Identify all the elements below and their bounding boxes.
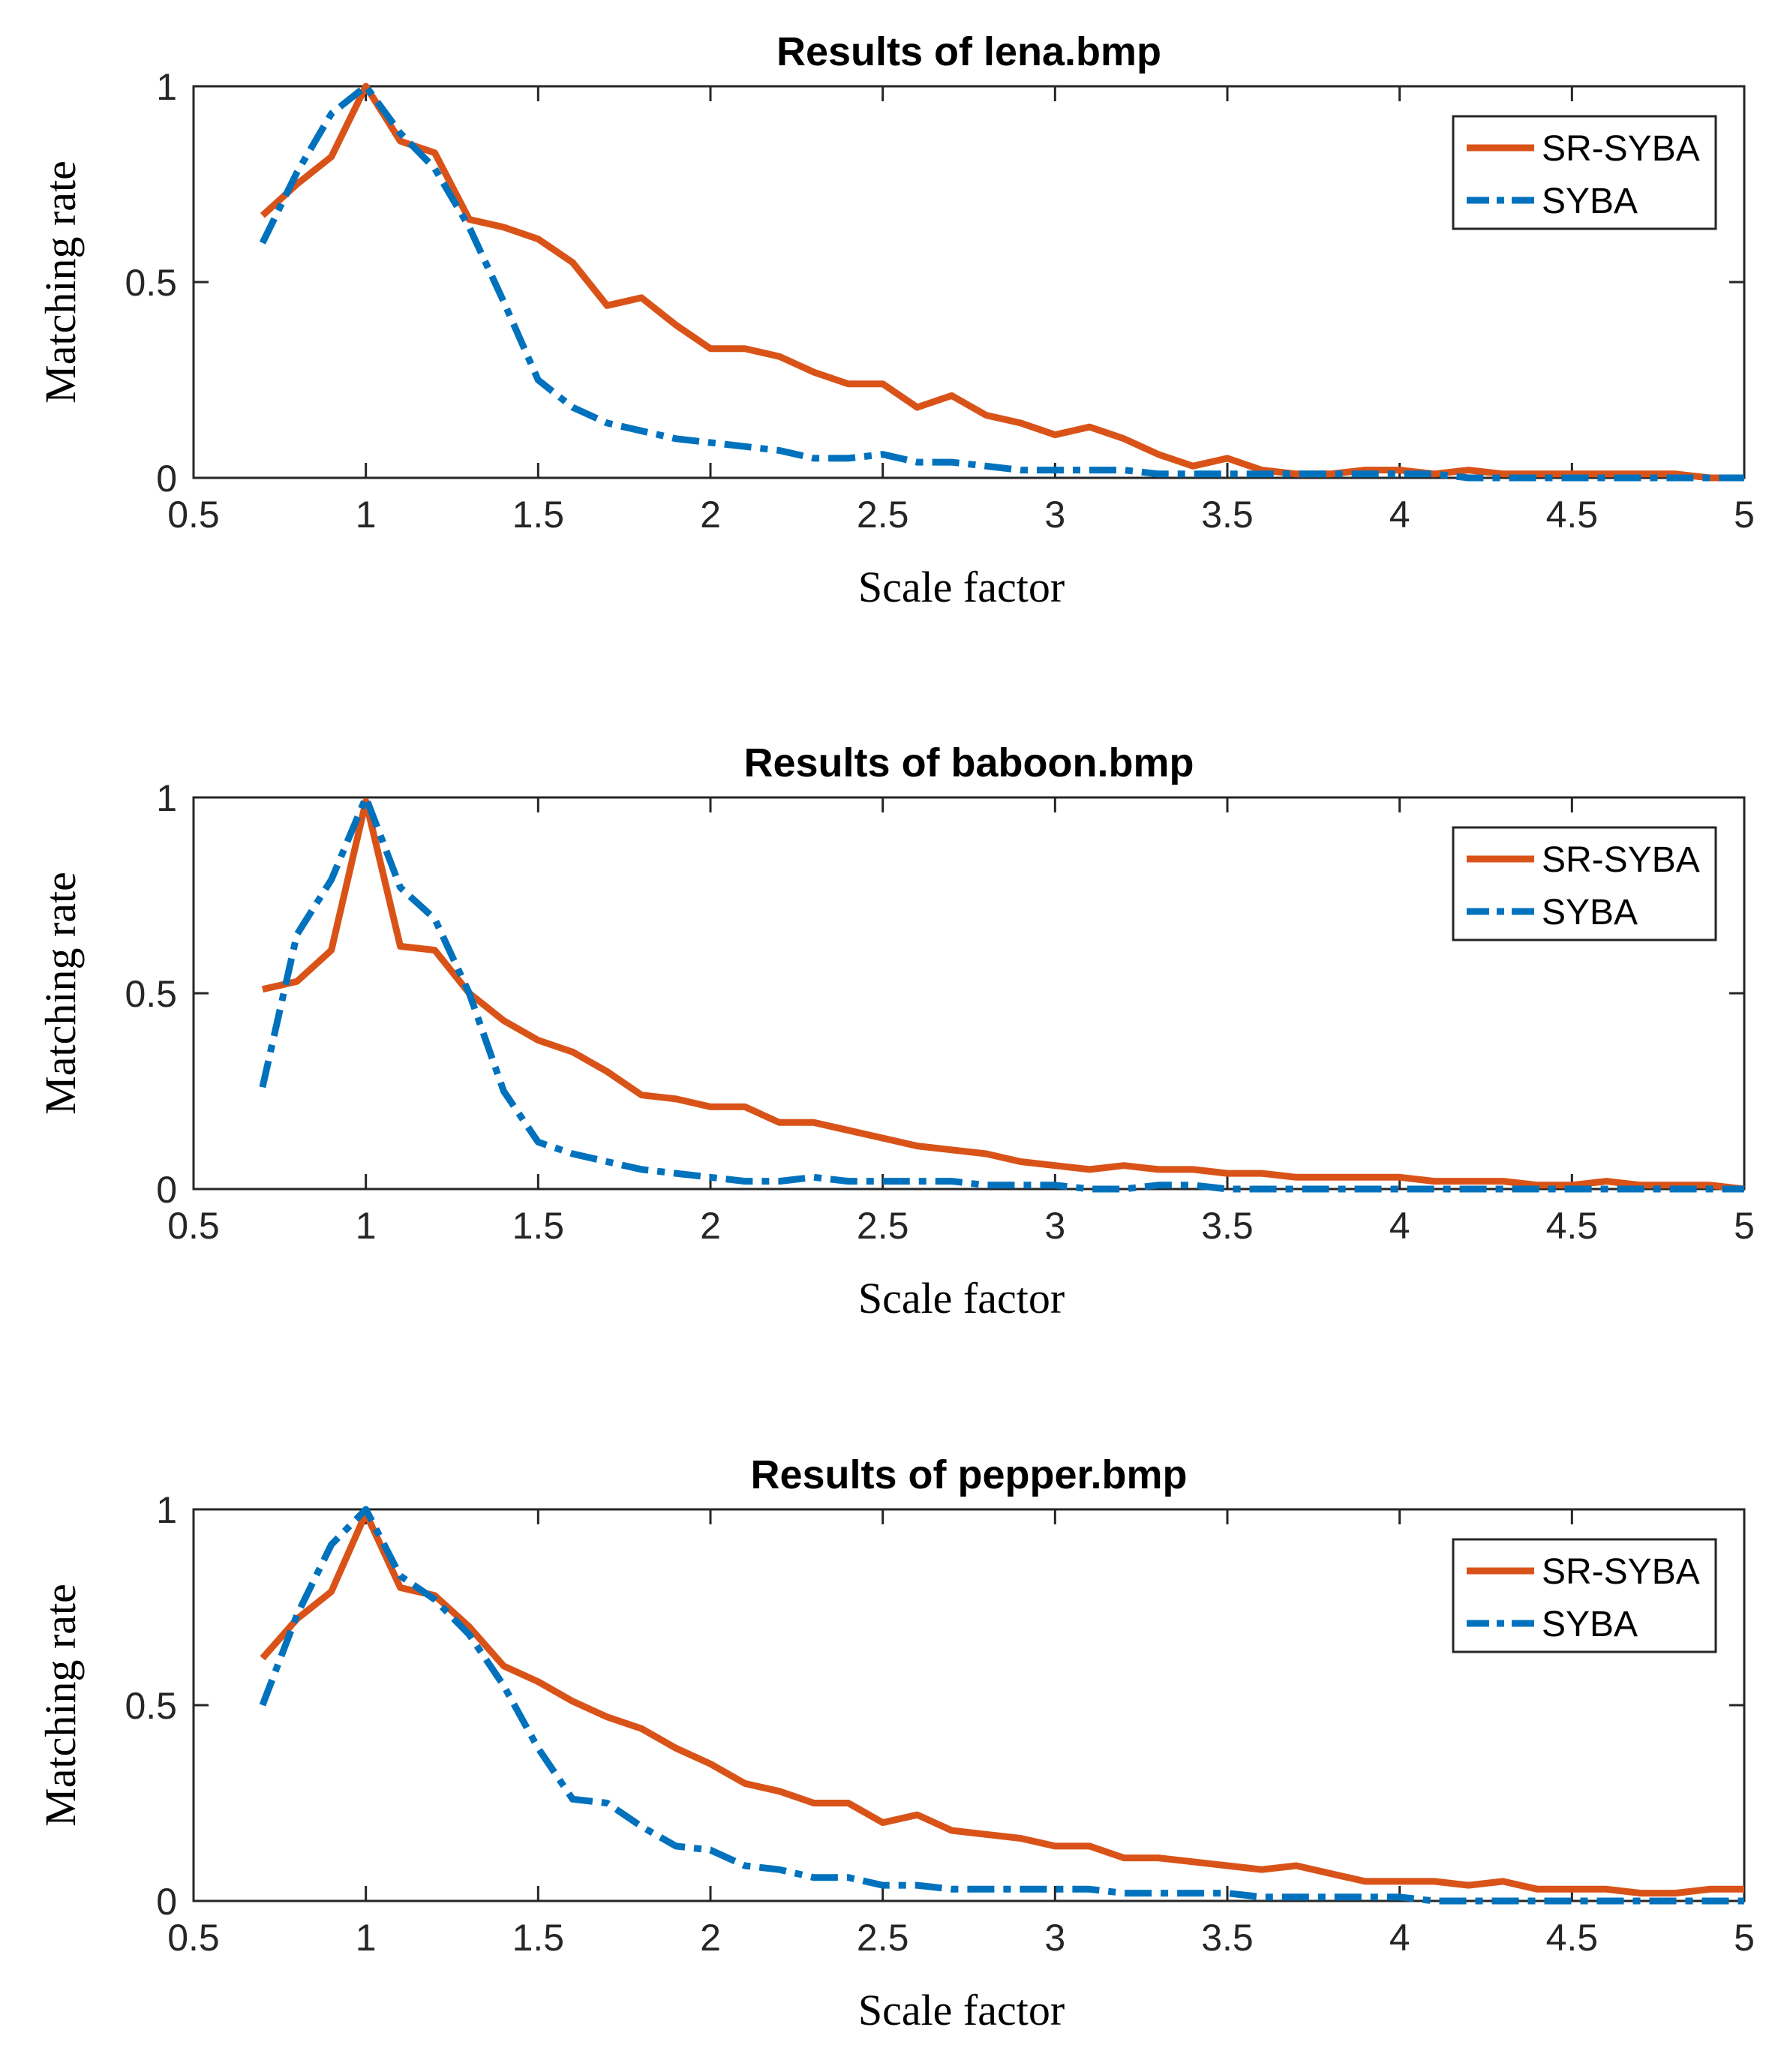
x-tick-label: 1.5 <box>512 494 565 536</box>
x-tick-label: 3.5 <box>1201 494 1254 536</box>
x-tick-label: 0.5 <box>167 1917 220 1959</box>
sr-syba-series-line <box>260 1509 1744 1897</box>
y-axis-label: Matching rate <box>36 1584 85 1827</box>
sr-syba-series-line <box>261 797 1745 1193</box>
y-tick-label: 0 <box>156 1881 177 1923</box>
sr-syba-series-line <box>260 83 1744 482</box>
legend-label: SR-SYBA <box>1542 129 1700 169</box>
y-tick-label: 0.5 <box>125 973 177 1015</box>
legend-label: SYBA <box>1542 182 1638 221</box>
legend-box <box>1452 826 1717 941</box>
syba-series-line <box>259 794 1744 1193</box>
chart-title: Results of lena.bmp <box>776 29 1161 74</box>
x-tick-label: 3.5 <box>1201 1917 1254 1959</box>
x-tick-label: 4 <box>1389 1917 1410 1959</box>
y-tick-label: 0 <box>156 1169 177 1211</box>
syba-series-line <box>259 1506 1744 1905</box>
x-tick-label: 0.5 <box>167 1205 220 1247</box>
legend-box <box>1452 115 1717 230</box>
x-tick-label: 2 <box>700 1205 721 1247</box>
x-tick-label: 5 <box>1734 1917 1755 1959</box>
x-tick-label: 3.5 <box>1201 1205 1254 1247</box>
x-tick-label: 4.5 <box>1546 1205 1599 1247</box>
x-tick-label: 3 <box>1044 1917 1065 1959</box>
x-tick-label: 1 <box>356 1205 377 1247</box>
x-tick-label: 5 <box>1734 494 1755 536</box>
legend-label: SR-SYBA <box>1542 1552 1700 1592</box>
x-tick-label: 1.5 <box>512 1205 565 1247</box>
chart-title: Results of pepper.bmp <box>750 1452 1187 1497</box>
x-tick-label: 4.5 <box>1546 1917 1599 1959</box>
syba-series-line <box>259 83 1744 482</box>
x-tick-label: 2.5 <box>857 494 909 536</box>
legend-label: SR-SYBA <box>1542 840 1700 880</box>
y-axis-label: Matching rate <box>36 872 85 1115</box>
y-tick-label: 1 <box>156 66 177 108</box>
legend-label: SYBA <box>1542 893 1638 932</box>
legend-box <box>1452 1538 1717 1653</box>
y-tick-label: 0 <box>156 458 177 500</box>
y-tick-label: 1 <box>156 777 177 819</box>
x-tick-label: 2.5 <box>857 1917 909 1959</box>
legend: SR-SYBA SYBA <box>1452 115 1717 230</box>
x-tick-label: 5 <box>1734 1205 1755 1247</box>
x-tick-label: 0.5 <box>167 494 220 536</box>
y-tick-label: 1 <box>156 1489 177 1531</box>
x-tick-label: 1 <box>356 1917 377 1959</box>
x-tick-label: 1.5 <box>512 1917 565 1959</box>
y-tick-label: 0.5 <box>125 262 177 304</box>
x-axis-label: Scale factor <box>858 563 1065 611</box>
x-tick-label: 2 <box>700 494 721 536</box>
x-tick-label: 2.5 <box>857 1205 909 1247</box>
x-axis-label: Scale factor <box>858 1986 1065 2034</box>
legend-label: SYBA <box>1542 1605 1638 1644</box>
legend: SR-SYBA SYBA <box>1452 1538 1717 1653</box>
x-tick-label: 1 <box>356 494 377 536</box>
legend: SR-SYBA SYBA <box>1452 826 1717 941</box>
x-axis-label: Scale factor <box>858 1274 1065 1323</box>
y-tick-label: 0.5 <box>125 1685 177 1727</box>
x-tick-label: 2 <box>700 1917 721 1959</box>
chart-title: Results of baboon.bmp <box>744 740 1194 785</box>
y-axis-label: Matching rate <box>36 161 85 404</box>
x-tick-label: 4 <box>1389 1205 1410 1247</box>
chart-panel-1: Results of lena.bmp 0.5 1 1.5 2 2.5 3 3.5 4 4.5 5 0… <box>36 29 1755 611</box>
chart-panel-3: Results of pepper.bmp 0.5 1 1.5 2 2.5 3 3.5 4 4.5… <box>36 1452 1755 2034</box>
x-tick-label: 3 <box>1044 494 1065 536</box>
chart-panel-2: Results of baboon.bmp 0.5 1 1.5 2 2.5 3 3.5 4 4.5… <box>36 740 1755 1323</box>
x-tick-label: 4 <box>1389 494 1410 536</box>
x-tick-label: 4.5 <box>1546 494 1599 536</box>
x-tick-label: 3 <box>1044 1205 1065 1247</box>
